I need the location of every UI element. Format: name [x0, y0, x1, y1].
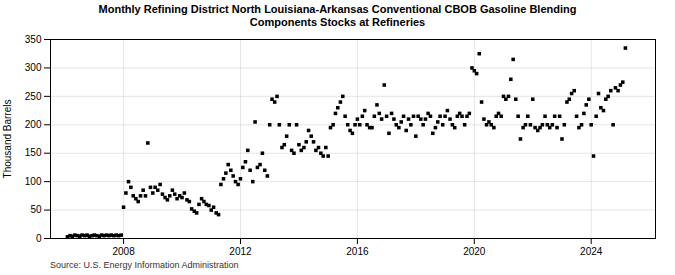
svg-text:100: 100 [25, 176, 42, 187]
svg-text:2008: 2008 [112, 246, 135, 257]
svg-text:200: 200 [25, 119, 42, 130]
svg-text:300: 300 [25, 63, 42, 74]
svg-text:2024: 2024 [580, 246, 603, 257]
svg-text:350: 350 [25, 34, 42, 45]
svg-text:2012: 2012 [229, 246, 252, 257]
html-text:Source: U.S. Energy Informatio: Source: U.S. Energy Information Administ… [50, 260, 239, 271]
svg-text:0: 0 [36, 233, 42, 244]
svg-text:150: 150 [25, 148, 42, 159]
svg-text:250: 250 [25, 91, 42, 102]
svg-text:50: 50 [30, 205, 42, 216]
svg-text:2016: 2016 [346, 246, 369, 257]
svg-text:2020: 2020 [463, 246, 486, 257]
svg-text:Thousand Barrels: Thousand Barrels [2, 100, 13, 179]
html-text:Monthly Refining District Nort: Monthly Refining District North Louisian… [98, 3, 577, 29]
